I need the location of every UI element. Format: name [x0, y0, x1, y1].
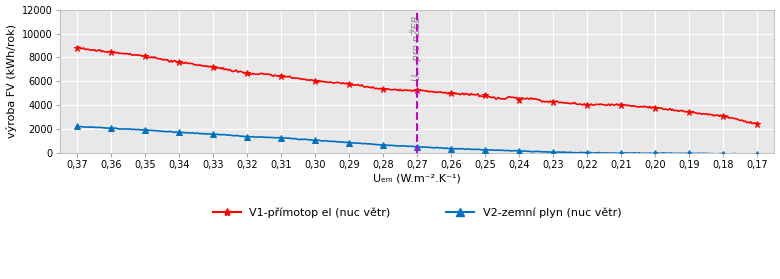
Y-axis label: výroba FV (kWh/rok): výroba FV (kWh/rok)	[5, 25, 16, 138]
Text: Uₑₘ pro nŽEB: Uₑₘ pro nŽEB	[410, 16, 422, 81]
Legend: V1-přímotop el (nuc větr), V2-zemní plyn (nuc větr): V1-přímotop el (nuc větr), V2-zemní plyn…	[208, 203, 626, 223]
X-axis label: Uₑₘ (W.m⁻².K⁻¹): Uₑₘ (W.m⁻².K⁻¹)	[374, 173, 461, 183]
